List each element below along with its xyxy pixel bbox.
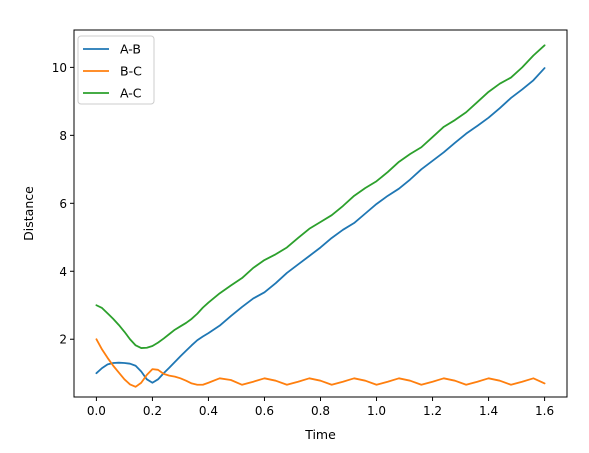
x-axis: 0.0 0.2 0.4 0.6 0.8 1.0 1.2 1.4 1.6 [87, 397, 554, 418]
legend-box [77, 35, 155, 105]
legend: A-B B-C A-C [77, 35, 155, 105]
x-tick-label: 0.4 [199, 404, 218, 418]
x-tick-label: 0.8 [311, 404, 330, 418]
x-tick-label: 1.6 [535, 404, 554, 418]
y-tick-label: 4 [59, 265, 67, 279]
series-group [95, 44, 546, 388]
y-tick-label: 10 [52, 61, 67, 75]
y-axis-title: Distance [21, 186, 36, 241]
y-tick-label: 2 [59, 333, 67, 347]
legend-label-a-b: A-B [120, 42, 141, 57]
x-tick-label: 1.2 [423, 404, 442, 418]
legend-label-b-c: B-C [120, 64, 142, 79]
y-axis: 2 4 6 8 10 [52, 61, 74, 347]
series-line-a-c [95, 44, 546, 349]
x-tick-label: 0.2 [143, 404, 162, 418]
x-tick-label: 0.6 [255, 404, 274, 418]
x-tick-label: 1.4 [479, 404, 498, 418]
y-tick-label: 8 [59, 129, 67, 143]
x-tick-label: 1.0 [367, 404, 386, 418]
x-axis-title: Time [304, 427, 336, 442]
series-line-b-c [95, 338, 546, 388]
legend-label-a-c: A-C [120, 86, 142, 101]
y-tick-label: 6 [59, 197, 67, 211]
series-line-a-b [95, 67, 546, 384]
x-tick-label: 0.0 [87, 404, 106, 418]
